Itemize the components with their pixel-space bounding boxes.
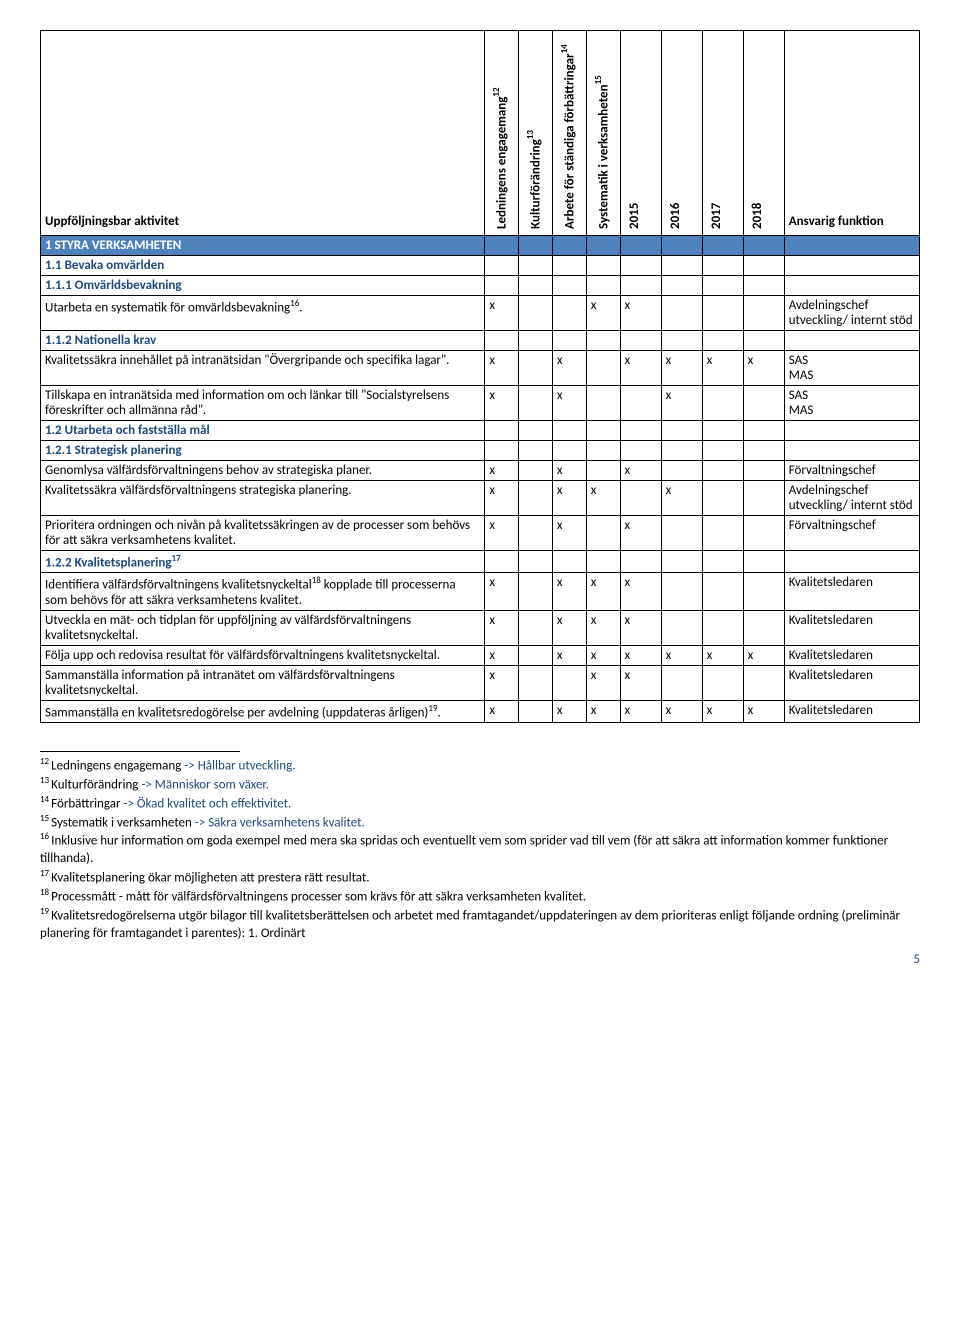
header-2016: 2016 — [661, 31, 702, 236]
page-number: 5 — [40, 952, 920, 967]
footnote: 15 Systematik i verksamheten -> Säkra ve… — [40, 813, 920, 832]
header-2018: 2018 — [743, 31, 784, 236]
header-col-ledning: Ledningens engagemang12 — [485, 31, 519, 236]
table-row: 1.2.2 Kvalitetsplanering17 — [41, 551, 920, 573]
table-row: 1.1.1 Omvärldsbevakning — [41, 276, 920, 296]
header-col-forbattringar: Arbete för ständiga förbättringar14 — [552, 31, 586, 236]
table-row: 1.1 Bevaka omvärlden — [41, 256, 920, 276]
table-row: Prioritera ordningen och nivån på kvalit… — [41, 516, 920, 551]
footnotes: 12 Ledningens engagemang -> Hållbar utve… — [40, 756, 920, 942]
table-row: Tillskapa en intranätsida med informatio… — [41, 386, 920, 421]
table-row: Kvalitetssäkra välfärdsförvaltningens st… — [41, 481, 920, 516]
header-responsible: Ansvarig funktion — [784, 31, 919, 236]
footnote: 18 Processmått - mått för välfärdsförval… — [40, 887, 920, 906]
footnote: 12 Ledningens engagemang -> Hållbar utve… — [40, 756, 920, 775]
footnote: 13 Kulturförändring -> Människor som väx… — [40, 775, 920, 794]
activity-matrix-table: Uppföljningsbar aktivitet Ledningens eng… — [40, 30, 920, 723]
table-row: Utarbeta en systematik för omvärldsbevak… — [41, 296, 920, 331]
header-activity: Uppföljningsbar aktivitet — [41, 31, 485, 236]
table-row: Genomlysa välfärdsförvaltningens behov a… — [41, 461, 920, 481]
footnote: 16 Inklusive hur information om goda exe… — [40, 831, 920, 867]
header-row: Uppföljningsbar aktivitet Ledningens eng… — [41, 31, 920, 236]
table-row: Kvalitetssäkra innehållet på intranätsid… — [41, 351, 920, 386]
header-col-kultur: Kulturförändring13 — [519, 31, 553, 236]
table-row: 1.2.1 Strategisk planering — [41, 441, 920, 461]
header-2015: 2015 — [620, 31, 661, 236]
table-row: 1.1.2 Nationella krav — [41, 331, 920, 351]
table-body: 1 STYRA VERKSAMHETEN1.1 Bevaka omvärlden… — [41, 236, 920, 723]
header-2017: 2017 — [702, 31, 743, 236]
table-row: Utveckla en mät- och tidplan för uppfölj… — [41, 610, 920, 645]
footnote: 14 Förbättringar -> Ökad kvalitet och ef… — [40, 794, 920, 813]
table-row: Sammanställa information på intranätet o… — [41, 665, 920, 700]
table-row: Följa upp och redovisa resultat för välf… — [41, 645, 920, 665]
table-row: Identifiera välfärdsförvaltningens kvali… — [41, 573, 920, 610]
table-row: 1 STYRA VERKSAMHETEN — [41, 236, 920, 256]
footnote: 17 Kvalitetsplanering ökar möjligheten a… — [40, 868, 920, 887]
table-row: Sammanställa en kvalitetsredogörelse per… — [41, 700, 920, 722]
header-col-systematik: Systematik i verksamheten15 — [586, 31, 620, 236]
table-row: 1.2 Utarbeta och fastställa mål — [41, 421, 920, 441]
footnote: 19 Kvalitetsredogörelserna utgör bilagor… — [40, 906, 920, 942]
